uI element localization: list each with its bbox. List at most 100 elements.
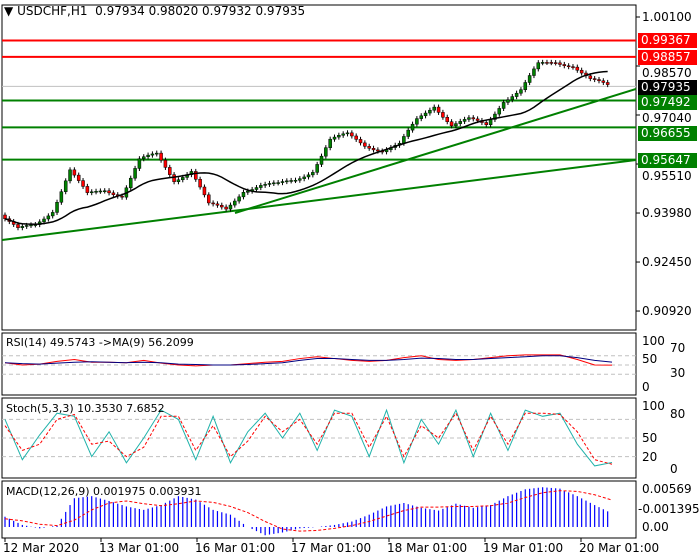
macd-axis-label: -0.001395 xyxy=(638,502,700,516)
candle-body xyxy=(562,64,567,67)
candle-body xyxy=(558,62,562,65)
candle-body xyxy=(202,186,207,196)
price-axis-label: 0.92450 xyxy=(642,255,692,270)
level-tag: 0.97492 xyxy=(638,95,697,110)
candle-body xyxy=(475,118,480,121)
candle-body xyxy=(328,138,332,148)
candle-body xyxy=(98,190,103,193)
candle-body xyxy=(285,180,289,183)
candle-body xyxy=(493,113,497,120)
candle-body xyxy=(454,123,458,127)
macd-axis-label: 0.00569 xyxy=(642,482,692,496)
symbol-label: USDCHF,H1 xyxy=(17,4,88,18)
candle-body xyxy=(276,182,280,184)
candle-body xyxy=(601,80,606,83)
candle-body xyxy=(532,68,536,76)
candle-body xyxy=(553,62,558,64)
candle-body xyxy=(588,75,593,79)
candle-body xyxy=(467,117,471,120)
panel-frame xyxy=(1,480,637,539)
candle-body xyxy=(571,66,575,68)
trendline xyxy=(1,159,637,241)
candle-body xyxy=(94,191,98,193)
high-value: 0.98020 xyxy=(148,4,199,18)
stoch-axis-label: 100 xyxy=(642,399,665,413)
time-label: 17 Mar 01:00 xyxy=(291,541,372,555)
candle-body xyxy=(72,169,77,176)
candle-body xyxy=(371,148,376,151)
candle-body xyxy=(311,172,315,176)
candle-body xyxy=(501,102,506,109)
candle-body xyxy=(293,179,298,182)
candle-body xyxy=(128,177,133,189)
candle-body xyxy=(46,215,51,220)
candle-body xyxy=(24,225,29,227)
candle-body xyxy=(298,178,302,181)
candle-body xyxy=(597,79,601,82)
candle-body xyxy=(579,69,584,74)
candle-body xyxy=(432,106,436,111)
candle-body xyxy=(259,185,263,188)
candle-body xyxy=(155,152,159,155)
candle-body xyxy=(354,135,358,140)
candle-body xyxy=(237,196,241,202)
candle-body xyxy=(59,191,64,203)
candle-body xyxy=(324,147,328,157)
candle-body xyxy=(50,212,55,217)
panel-frame xyxy=(1,4,637,331)
candle-body xyxy=(350,132,354,137)
candle-body xyxy=(358,139,363,144)
stoch-axis-label: 0 xyxy=(670,462,678,476)
rsi-ma-line xyxy=(4,355,613,366)
stoch-axis-label: 50 xyxy=(642,431,658,445)
candle-body xyxy=(81,180,85,187)
candle-body xyxy=(207,194,211,204)
macd-axis-label: 0.00 xyxy=(642,520,669,534)
candle-body xyxy=(428,109,432,114)
candle-body xyxy=(137,158,142,169)
stoch-label: Stoch(5,3,3) 10.3530 7.6852 xyxy=(6,402,165,415)
candle-body xyxy=(506,99,510,103)
candle-body xyxy=(280,181,285,183)
candle-body xyxy=(29,224,33,227)
collapse-triangle-icon[interactable]: ▼ xyxy=(4,4,14,18)
candle-body xyxy=(592,78,597,80)
candle-body xyxy=(163,159,168,168)
time-label: 16 Mar 01:00 xyxy=(195,541,276,555)
candle-body xyxy=(168,167,172,175)
candle-body xyxy=(63,180,68,192)
candle-body xyxy=(402,136,406,144)
candle-body xyxy=(363,142,367,147)
price-axis-label: 1.00100 xyxy=(642,10,692,24)
candle-body xyxy=(289,180,293,182)
candle-body xyxy=(471,117,476,120)
candle-body xyxy=(462,119,467,122)
candle-body xyxy=(605,82,610,85)
time-label: 20 Mar 01:00 xyxy=(579,541,660,555)
candle-body xyxy=(172,174,176,182)
candle-body xyxy=(107,190,111,194)
rsi-axis-label: 50 xyxy=(642,352,658,366)
price-axis-label: 0.90920 xyxy=(642,304,692,319)
candle-body xyxy=(423,112,428,117)
candle-body xyxy=(441,112,445,118)
candle-body xyxy=(536,62,541,70)
candle-body xyxy=(306,174,311,178)
rsi-axis-label: 30 xyxy=(670,366,686,380)
candle-body xyxy=(302,176,306,179)
current-price-tag: 0.97935 xyxy=(638,80,697,95)
candle-body xyxy=(566,65,571,68)
candle-body xyxy=(224,206,228,210)
candle-body xyxy=(445,116,449,122)
candle-body xyxy=(415,118,419,125)
candle-body xyxy=(20,226,25,228)
candle-body xyxy=(315,164,319,173)
price-axis-label: 0.93980 xyxy=(642,206,692,221)
candle-body xyxy=(16,224,20,228)
candle-body xyxy=(241,192,246,198)
candle-body xyxy=(68,169,72,182)
candle-body xyxy=(527,75,532,83)
panel-frame xyxy=(1,332,637,396)
stoch-axis-label: 80 xyxy=(670,407,686,421)
